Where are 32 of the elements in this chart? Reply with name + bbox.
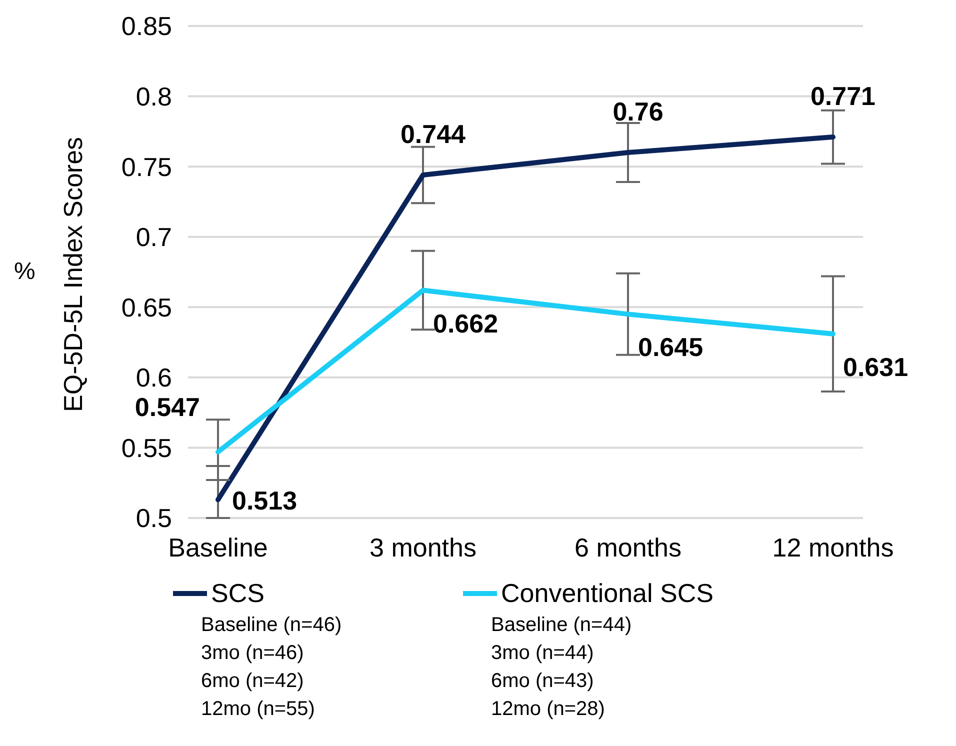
text: 6mo (n=42) xyxy=(201,669,305,694)
y-tick-label: 0.8 xyxy=(136,82,172,112)
data-label: 0.771 xyxy=(810,81,876,112)
x-tick-label: 12 months xyxy=(772,532,894,562)
data-label: 0.744 xyxy=(400,119,466,150)
y-tick-label: 0.5 xyxy=(136,503,172,534)
y-tick-label: 0.75 xyxy=(121,152,172,182)
text: 3mo (n=44) xyxy=(491,641,595,666)
data-label: 0.76 xyxy=(612,96,664,127)
y-tick-label: 0.7 xyxy=(136,222,172,252)
text: 6mo (n=43) xyxy=(491,669,595,694)
x-tick-label: 6 months xyxy=(574,532,682,562)
y-tick-label: 0.65 xyxy=(121,292,172,322)
legend-label: Conventional SCS xyxy=(501,578,714,609)
legend-label: SCS xyxy=(211,578,264,609)
text: 12mo (n=55) xyxy=(201,697,316,722)
text: 12mo (n=28) xyxy=(491,697,606,722)
data-label: 0.645 xyxy=(638,332,704,362)
text: 3mo (n=46) xyxy=(201,641,305,666)
y-tick-label: 0.55 xyxy=(121,432,172,463)
text: Baseline (n=44) xyxy=(491,613,633,638)
text: % xyxy=(14,258,36,286)
data-label: 0.662 xyxy=(433,308,498,338)
data-label: 0.631 xyxy=(843,352,908,382)
data-label: 0.547 xyxy=(134,392,200,422)
x-tick-label: Baseline xyxy=(168,532,268,562)
y-tick-label: 0.85 xyxy=(121,11,172,42)
data-label: 0.513 xyxy=(232,486,298,516)
x-tick-label: 3 months xyxy=(370,532,476,562)
y-axis-title: EQ-5D-5L Index Scores xyxy=(58,136,88,412)
y-tick-label: 0.6 xyxy=(136,362,172,393)
text: Baseline (n=46) xyxy=(201,613,343,638)
